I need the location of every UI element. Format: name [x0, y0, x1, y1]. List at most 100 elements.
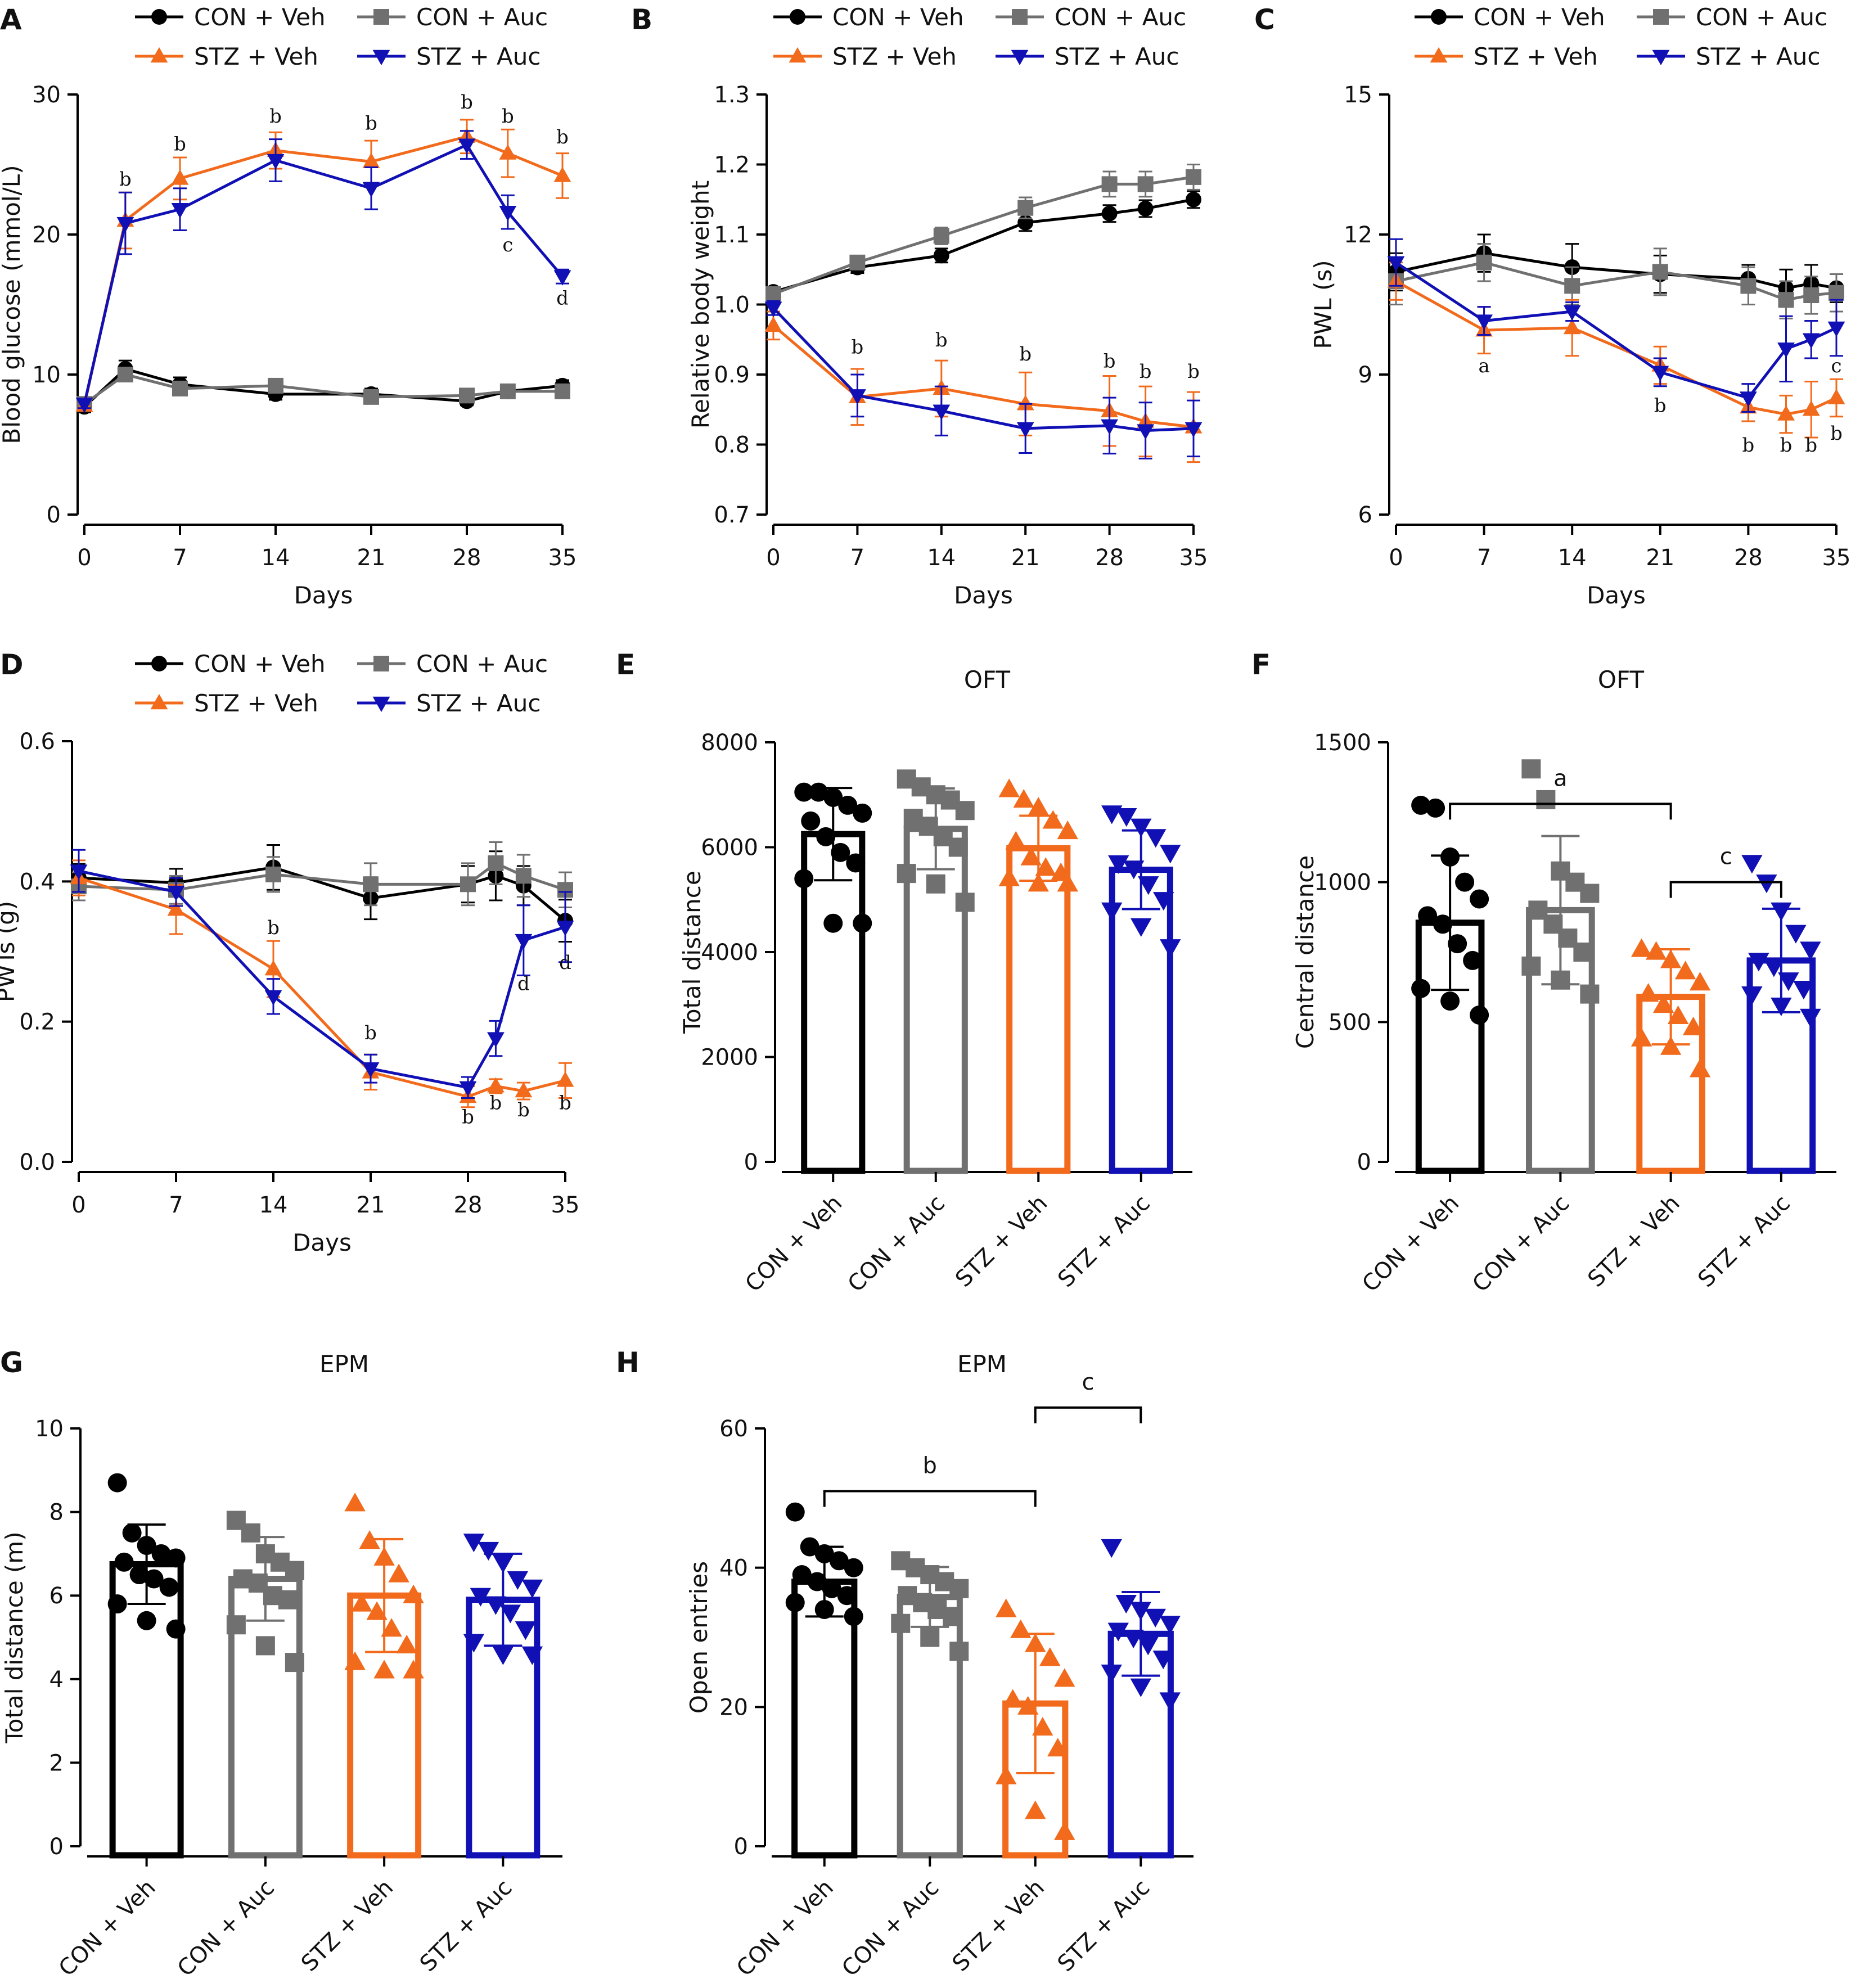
bar-group: CON + Auc	[173, 1511, 304, 1982]
significance-bracket: c	[1034, 1369, 1142, 1423]
significance-label: b	[556, 126, 569, 148]
x-tick-label: 7	[173, 545, 187, 571]
data-point	[515, 1081, 533, 1098]
data-point	[814, 1599, 834, 1619]
data-point	[488, 855, 504, 871]
data-point	[1551, 970, 1570, 990]
data-point	[1580, 883, 1600, 903]
data-point	[359, 1530, 380, 1549]
data-point	[1476, 254, 1492, 271]
series-line	[78, 876, 566, 1098]
data-point	[933, 404, 951, 420]
data-point	[507, 1571, 529, 1590]
significance-label: b	[502, 105, 514, 128]
data-point	[553, 270, 571, 286]
data-point	[521, 1646, 543, 1665]
significance-bracket: a	[1449, 765, 1672, 820]
data-point	[1039, 1647, 1061, 1666]
y-tick-label: 0	[734, 1834, 748, 1860]
data-point	[107, 1473, 127, 1493]
data-point	[897, 864, 916, 883]
bar-group: STZ + Auc	[1693, 855, 1821, 1292]
y-tick-label: 8000	[701, 730, 758, 756]
legend: CON + Veh CON + Auc STZ + Veh STZ + Auc	[1415, 3, 1827, 70]
y-tick-label: 0.2	[19, 1009, 55, 1035]
series-stz-veh	[764, 310, 1203, 463]
data-point	[814, 1544, 834, 1563]
significance-label: b	[461, 91, 473, 114]
data-point	[1137, 200, 1154, 217]
x-tick-label: 14	[1558, 545, 1587, 571]
data-point	[1013, 789, 1034, 808]
data-point	[920, 1628, 940, 1647]
y-tick-label: 1500	[1314, 730, 1371, 756]
data-point	[268, 377, 283, 394]
data-point	[1455, 872, 1475, 892]
significance-label: b	[923, 1453, 937, 1478]
panel-letter: G	[0, 1346, 23, 1379]
data-point	[172, 380, 188, 396]
panel-letter: H	[616, 1346, 639, 1379]
x-tick-label: 7	[1477, 545, 1491, 571]
y-axis-title: Relative body weight	[687, 181, 714, 429]
data-point	[515, 868, 532, 884]
y-tick-label: 30	[32, 82, 61, 108]
data-point	[1131, 918, 1152, 937]
data-point	[1777, 342, 1795, 358]
data-point	[144, 1569, 164, 1589]
series-line	[1395, 280, 1838, 416]
data-point	[278, 1590, 298, 1610]
significance-label: b	[559, 1092, 571, 1115]
data-point	[1387, 256, 1405, 272]
data-point	[1160, 939, 1181, 958]
data-point	[1756, 874, 1777, 894]
legend-marker	[1011, 49, 1029, 66]
y-tick-label: 0	[1357, 1149, 1371, 1175]
data-point	[933, 228, 949, 244]
bracket-line	[1669, 881, 1782, 898]
data-point	[499, 1604, 521, 1624]
data-point	[167, 900, 185, 916]
x-axis-title: Days	[294, 581, 353, 609]
y-tick-label: 0.6	[19, 729, 55, 755]
data-point	[1651, 366, 1669, 381]
data-point	[1186, 191, 1201, 208]
significance-label: b	[1780, 434, 1793, 457]
data-point	[1020, 846, 1042, 865]
y-axis-title: PWTs (g)	[0, 901, 20, 1002]
data-point	[822, 1579, 841, 1598]
series-line	[83, 367, 563, 408]
significance-label: b	[1104, 350, 1116, 373]
data-point	[1829, 285, 1844, 301]
data-point	[1123, 1629, 1144, 1649]
y-axis-title: Blood glucose (mmol/L)	[0, 165, 25, 444]
data-point	[1153, 892, 1174, 911]
legend-label: CON + Auc	[1696, 3, 1827, 31]
data-point	[1042, 810, 1064, 829]
significance-bracket: b	[823, 1453, 1037, 1507]
data-point	[949, 1642, 969, 1661]
legend-label: STZ + Veh	[832, 43, 957, 70]
data-point	[117, 367, 133, 382]
x-tick-label: STZ + Auc	[1053, 1875, 1155, 1977]
bar	[1006, 845, 1071, 1174]
significance-label: b	[1830, 422, 1843, 445]
data-point	[1145, 829, 1167, 848]
legend-marker	[789, 47, 807, 63]
data-point	[70, 864, 88, 880]
series-con-auc	[1388, 243, 1844, 319]
data-point	[363, 876, 379, 892]
data-point	[553, 166, 571, 182]
data-point	[1763, 958, 1785, 977]
series-line	[1395, 261, 1837, 301]
significance-label: b	[269, 105, 282, 128]
panel-letter: C	[1254, 3, 1275, 36]
data-point	[351, 1593, 372, 1612]
x-tick-label: STZ + Auc	[1693, 1191, 1795, 1293]
bracket-line	[1449, 803, 1672, 820]
x-tick-label: CON + Auc	[1467, 1191, 1574, 1297]
data-point	[764, 316, 782, 332]
bar-group: STZ + Veh	[1583, 938, 1711, 1292]
data-point	[403, 1660, 424, 1679]
significance-label: b	[517, 1099, 530, 1121]
